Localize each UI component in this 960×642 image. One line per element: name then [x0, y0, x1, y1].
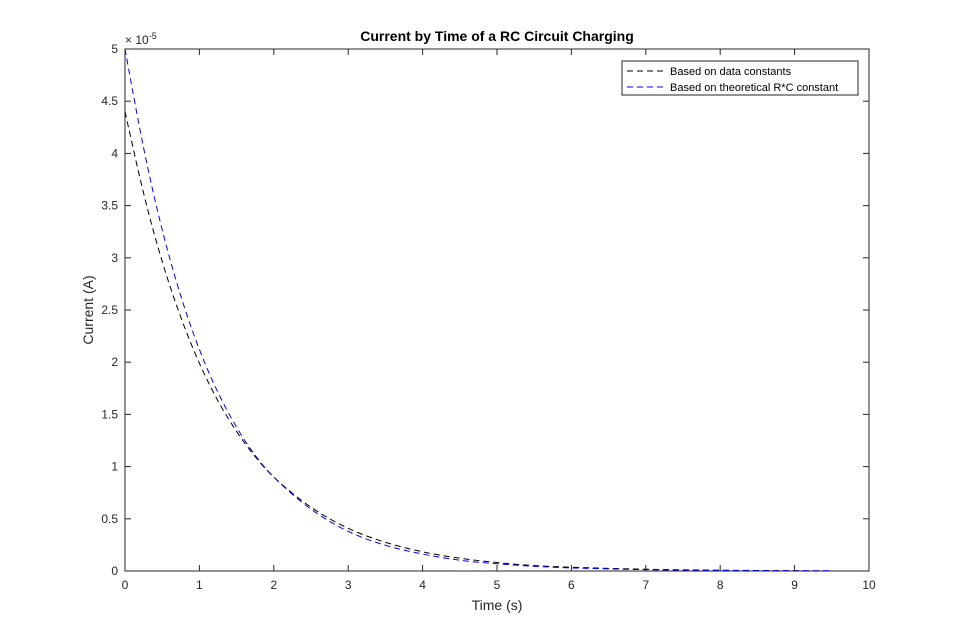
y-axis-ticks: 0 0.5 1 1.5 2 2.5 3 3.5 4 4.5 5	[101, 42, 869, 578]
y-tick-label: 2	[111, 355, 118, 369]
y-tick-label: 3.5	[101, 199, 118, 213]
x-axis-ticks: 0 1 2 3 4 5 6 7 8 9 10	[122, 49, 876, 592]
series-layer	[124, 48, 832, 572]
x-tick-label: 3	[345, 578, 352, 592]
x-axis-title: Time (s)	[472, 597, 523, 613]
y-exponent-label: × 10-5	[125, 31, 157, 47]
y-tick-label: 3	[111, 251, 118, 265]
x-tick-label: 8	[717, 578, 724, 592]
y-tick-label: 2.5	[101, 303, 118, 317]
x-tick-label: 7	[642, 578, 649, 592]
y-exponent-power: -5	[149, 31, 157, 41]
y-tick-label: 0	[111, 564, 118, 578]
x-tick-label: 2	[270, 578, 277, 592]
x-tick-label: 4	[419, 578, 426, 592]
legend-entries: Based on data constants Based on theoreti…	[627, 66, 838, 94]
legend: Based on data constants Based on theoreti…	[621, 60, 859, 96]
x-tick-label: 10	[862, 578, 876, 592]
series-line-1	[124, 111, 832, 572]
y-exponent-base: × 10	[125, 33, 149, 47]
y-tick-label: 4.5	[101, 94, 118, 108]
legend-label: Based on theoretical R*C constant	[670, 82, 838, 94]
y-tick-label: 5	[111, 42, 118, 56]
y-axis-title: Current (A)	[80, 275, 96, 344]
plot-area	[124, 48, 870, 572]
x-tick-label: 0	[122, 578, 129, 592]
y-tick-label: 1	[111, 460, 118, 474]
legend-box	[621, 60, 859, 96]
legend-label: Based on data constants	[670, 66, 792, 78]
x-tick-label: 9	[791, 578, 798, 592]
y-tick-label: 0.5	[101, 512, 118, 526]
x-tick-label: 5	[494, 578, 501, 592]
y-tick-label: 4	[111, 146, 118, 160]
chart-title: Current by Time of a RC Circuit Charging	[360, 28, 634, 44]
y-tick-label: 1.5	[101, 407, 118, 421]
x-tick-label: 1	[196, 578, 203, 592]
series-line-2	[124, 48, 832, 572]
x-tick-label: 6	[568, 578, 575, 592]
